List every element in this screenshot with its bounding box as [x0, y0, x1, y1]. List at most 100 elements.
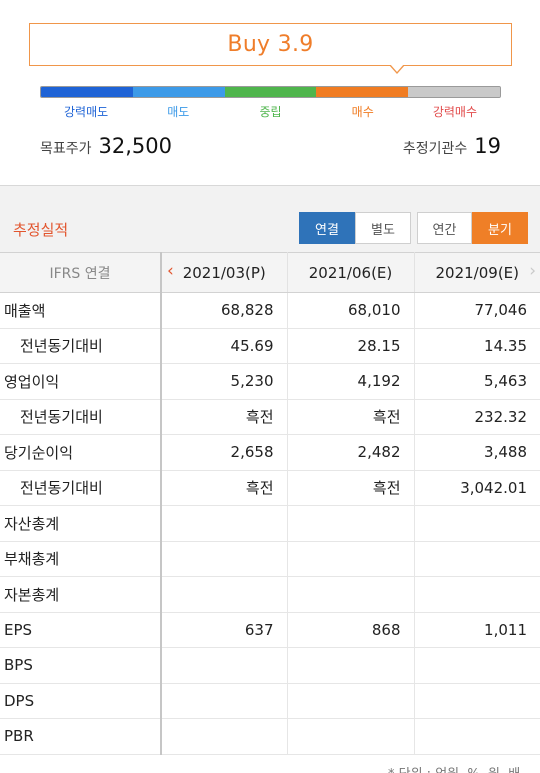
- row-label: BPS: [0, 647, 162, 684]
- estimates-title: 추정실적: [13, 221, 69, 239]
- row-value: [287, 647, 415, 684]
- scale-segment-neutral: [224, 87, 317, 97]
- analyst-count-value: 19: [474, 134, 501, 158]
- row-value: [414, 647, 540, 684]
- row-label: 전년동기대비: [0, 328, 162, 364]
- annual-button[interactable]: 연간: [417, 212, 472, 244]
- row-value: [414, 683, 540, 719]
- table-header-row: IFRS 연결 ‹ 2021/03(P) 2021/06(E) 2021/09(…: [0, 252, 540, 293]
- table-row: 전년동기대비 흑전 흑전 3,042.01: [0, 470, 540, 506]
- prev-period-arrow-icon[interactable]: ‹: [167, 261, 174, 281]
- consensus-summary: Buy 3.9 강력매도 매도 중립 매수 강력매수 목표주가 32,500 추…: [0, 0, 540, 185]
- row-value: 흑전: [161, 399, 288, 435]
- scale-segment-sell: [132, 87, 225, 97]
- row-value: [287, 576, 415, 613]
- row-value: 흑전: [287, 399, 415, 435]
- row-value: [287, 683, 415, 719]
- scale-segment-strong-buy: [408, 87, 500, 97]
- row-value: [287, 541, 415, 577]
- row-value: 232.32: [414, 399, 540, 435]
- table-row: 자본총계: [0, 576, 540, 613]
- estimates-table-body: 매출액 68,828 68,010 77,046 전년동기대비 45.69 28.15 14.…: [0, 292, 540, 755]
- row-value: [414, 505, 540, 542]
- row-value: [161, 541, 288, 577]
- consolidated-button[interactable]: 연결: [299, 212, 355, 244]
- row-value: [161, 683, 288, 719]
- estimates-header: 추정실적 연결 별도 연간 분기: [0, 185, 540, 252]
- row-label: 당기순이익: [0, 434, 162, 471]
- table-row: BPS: [0, 647, 540, 684]
- rating-scale-bar: [40, 86, 501, 98]
- scale-segment-strong-sell: [41, 87, 133, 97]
- separate-button[interactable]: 별도: [355, 212, 411, 244]
- row-value: 5,230: [161, 363, 288, 400]
- table-row: 전년동기대비 흑전 흑전 232.32: [0, 399, 540, 435]
- row-value: 3,042.01: [414, 470, 540, 506]
- table-row: 부채총계: [0, 541, 540, 577]
- period-header-1-label: 2021/03(P): [182, 263, 266, 282]
- period-header-3: 2021/09(E) ›: [414, 252, 540, 293]
- table-row: 매출액 68,828 68,010 77,046: [0, 292, 540, 329]
- scale-segment-buy: [316, 87, 409, 97]
- row-label: 자산총계: [0, 505, 162, 542]
- row-value: 14.35: [414, 328, 540, 364]
- row-value: 2,482: [287, 434, 415, 471]
- table-row: 당기순이익 2,658 2,482 3,488: [0, 434, 540, 471]
- consensus-rating-text: Buy 3.9: [227, 32, 314, 57]
- quarterly-button[interactable]: 분기: [472, 212, 528, 244]
- table-row: 영업이익 5,230 4,192 5,463: [0, 363, 540, 400]
- period-header-2: 2021/06(E): [287, 252, 415, 293]
- table-row: 전년동기대비 45.69 28.15 14.35: [0, 328, 540, 364]
- row-label: 전년동기대비: [0, 399, 162, 435]
- row-value: [161, 576, 288, 613]
- target-price: 목표주가 32,500: [40, 134, 172, 158]
- row-value: 77,046: [414, 292, 540, 329]
- consensus-rating-box: Buy 3.9: [29, 23, 512, 66]
- scale-label-buy: 매수: [351, 105, 374, 119]
- row-value: [161, 505, 288, 542]
- next-period-arrow-icon[interactable]: ›: [529, 261, 536, 281]
- row-label: PBR: [0, 718, 162, 755]
- row-label: DPS: [0, 683, 162, 719]
- row-value: 흑전: [287, 470, 415, 506]
- row-label: 자본총계: [0, 576, 162, 613]
- table-row: PBR: [0, 718, 540, 755]
- table-row: 자산총계: [0, 505, 540, 542]
- row-value: 637: [161, 612, 288, 648]
- row-value: 3,488: [414, 434, 540, 471]
- target-price-value: 32,500: [98, 134, 173, 158]
- estimates-table-container: IFRS 연결 ‹ 2021/03(P) 2021/06(E) 2021/09(…: [0, 252, 540, 773]
- scale-label-strong-buy: 강력매수: [432, 105, 477, 119]
- row-value: 1,011: [414, 612, 540, 648]
- row-label: EPS: [0, 612, 162, 648]
- target-price-label: 목표주가: [40, 141, 92, 157]
- row-value: 2,658: [161, 434, 288, 471]
- row-value: 68,828: [161, 292, 288, 329]
- rating-pointer-icon: [389, 64, 405, 74]
- row-value: [287, 505, 415, 542]
- row-label: 전년동기대비: [0, 470, 162, 506]
- row-label: 부채총계: [0, 541, 162, 577]
- table-row: DPS: [0, 683, 540, 719]
- units-footnote: * 단위 : 억원, %, 원, 배: [388, 763, 520, 773]
- period-header-1: ‹ 2021/03(P): [161, 252, 288, 293]
- row-value: [161, 718, 288, 755]
- row-value: 68,010: [287, 292, 415, 329]
- scale-label-neutral: 중립: [259, 105, 282, 119]
- row-value: [414, 576, 540, 613]
- row-value: [414, 718, 540, 755]
- scale-label-strong-sell: 강력매도: [64, 105, 109, 119]
- ifrs-header-label: IFRS 연결: [0, 252, 162, 293]
- analyst-count-label: 추정기관수: [402, 141, 468, 157]
- row-value: 28.15: [287, 328, 415, 364]
- table-row: EPS 637 868 1,011: [0, 612, 540, 648]
- estimates-table: IFRS 연결 ‹ 2021/03(P) 2021/06(E) 2021/09(…: [0, 252, 540, 755]
- target-summary-row: 목표주가 32,500 추정기관수 19: [40, 134, 501, 164]
- row-value: 5,463: [414, 363, 540, 400]
- row-value: 흑전: [161, 470, 288, 506]
- row-value: [287, 718, 415, 755]
- row-value: 4,192: [287, 363, 415, 400]
- row-value: [161, 647, 288, 684]
- row-label: 매출액: [0, 292, 162, 329]
- row-value: 45.69: [161, 328, 288, 364]
